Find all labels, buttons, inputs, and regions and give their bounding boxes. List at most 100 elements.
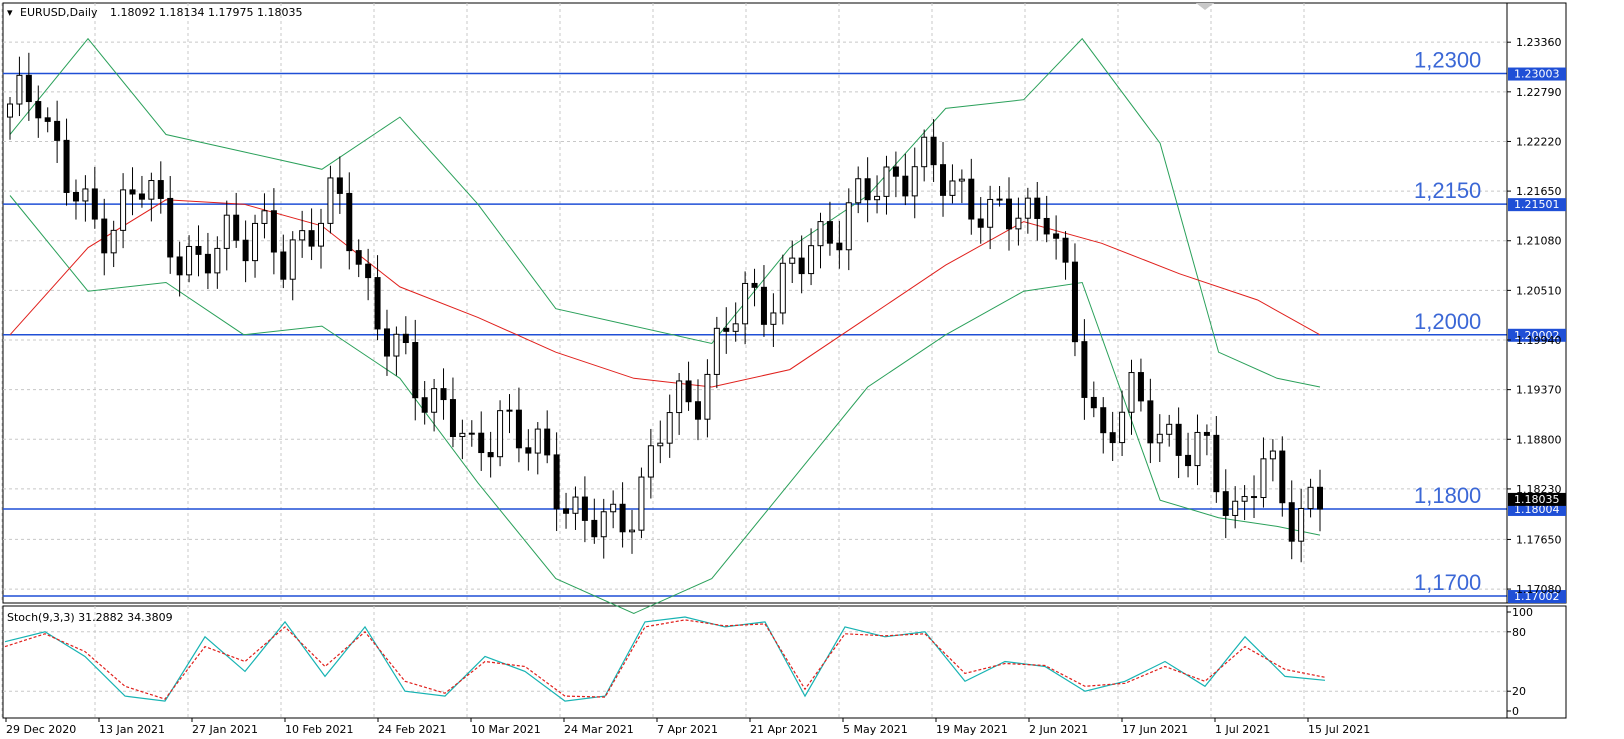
candle-body	[120, 189, 127, 231]
candle-body	[760, 286, 767, 325]
candle-body	[44, 117, 51, 122]
date-tick-label: 7 Apr 2021	[657, 723, 718, 736]
moving-average	[9, 199, 1321, 388]
date-tick-label: 2 Jun 2021	[1029, 723, 1088, 736]
candle-body	[449, 399, 456, 438]
triangle-down-icon[interactable]: ▾	[7, 6, 13, 19]
candle-body	[798, 257, 805, 275]
date-tick-label: 27 Jan 2021	[192, 723, 258, 736]
candle-body	[459, 432, 466, 438]
candle-body	[817, 221, 824, 247]
candle-body	[1043, 217, 1050, 235]
stoch-main-line	[4, 616, 1326, 702]
candle-body	[826, 221, 833, 244]
candle-body	[1081, 341, 1088, 398]
candle-body	[874, 195, 881, 201]
candle-body	[487, 452, 494, 458]
level-tag	[1508, 590, 1566, 604]
candle-body	[1090, 396, 1097, 409]
candle-body	[1156, 433, 1163, 444]
stoch-tick-label: 20	[1512, 685, 1526, 698]
candle-body	[1062, 237, 1069, 263]
candle-body	[647, 445, 654, 478]
candle-body	[1317, 486, 1323, 510]
level-tag-text: 1.18004	[1514, 503, 1560, 516]
candle-body	[572, 496, 579, 514]
candle-body	[506, 409, 513, 412]
candle-body	[723, 327, 730, 332]
candle-body	[694, 401, 701, 420]
price-tick-label: 1.22790	[1516, 86, 1562, 99]
candle-body	[101, 218, 108, 254]
level-tag	[1508, 198, 1566, 212]
current-price-text: 1.18035	[1514, 493, 1560, 506]
candle-body	[157, 180, 164, 199]
candle-body	[1251, 496, 1258, 499]
candle-body	[186, 245, 193, 276]
candle-body	[657, 442, 664, 447]
candle-body	[525, 447, 532, 454]
date-tick-label: 15 Jul 2021	[1308, 723, 1370, 736]
date-tick-label: 10 Feb 2021	[285, 723, 353, 736]
date-tick-label: 1 Jul 2021	[1215, 723, 1270, 736]
candle-body	[1034, 197, 1041, 219]
candle-body	[515, 409, 522, 449]
price-tick-label: 1.20510	[1516, 284, 1562, 297]
candle-body	[1241, 496, 1248, 502]
candle-body	[845, 202, 852, 251]
candle-body	[713, 327, 720, 375]
candle-body	[534, 428, 541, 454]
candle-body	[478, 432, 485, 454]
candle-body	[930, 136, 937, 166]
candle-body	[7, 103, 13, 118]
price-tick-label: 1.19940	[1516, 334, 1562, 347]
candle-body	[892, 166, 899, 177]
level-tag-text: 1.23003	[1514, 68, 1560, 81]
candle-body	[1260, 458, 1267, 499]
candle-body	[742, 282, 749, 325]
price-tick-label: 1.17080	[1516, 583, 1562, 596]
candle-body	[629, 529, 636, 533]
date-tick-label: 21 Apr 2021	[750, 723, 818, 736]
price-tick-label: 1.23360	[1516, 36, 1562, 49]
candle-body	[138, 193, 145, 200]
candle-body	[921, 136, 928, 168]
candle-body	[346, 192, 353, 252]
candle-body	[883, 166, 890, 197]
candle-body	[35, 101, 42, 119]
candle-body	[233, 214, 240, 241]
candle-body	[987, 198, 994, 228]
candle-body	[383, 328, 390, 357]
candle-body	[1137, 372, 1144, 402]
level-label: 1,2300	[1414, 48, 1481, 73]
candle-body	[412, 342, 419, 399]
candle-body	[1232, 500, 1239, 516]
candle-body	[808, 245, 815, 275]
candle-body	[789, 257, 796, 264]
date-tick-label: 10 Mar 2021	[471, 723, 541, 736]
candle-body	[1194, 431, 1201, 467]
candle-body	[497, 410, 504, 458]
candle-body	[544, 428, 551, 456]
candle-body	[431, 388, 438, 413]
candle-body	[1100, 407, 1107, 434]
candle-body	[1185, 454, 1192, 467]
candle-body	[440, 388, 447, 401]
candle-body	[1024, 197, 1031, 219]
candle-body	[1222, 491, 1229, 516]
level-tag-text: 1.21501	[1514, 198, 1560, 211]
candle-body	[1288, 502, 1295, 542]
level-label: 1,2000	[1414, 309, 1481, 334]
candle-body	[261, 210, 268, 224]
candle-body	[911, 166, 918, 197]
candle-body	[1015, 217, 1022, 230]
candle-body	[280, 251, 287, 280]
date-tick-label: 17 Jun 2021	[1122, 723, 1188, 736]
bollinger-upper	[9, 37, 1321, 388]
candle-body	[704, 373, 711, 420]
price-tick-label: 1.19370	[1516, 384, 1562, 397]
shift-marker-icon[interactable]	[1196, 3, 1214, 10]
candle-body	[270, 210, 277, 253]
indicator-lines	[9, 37, 1321, 614]
